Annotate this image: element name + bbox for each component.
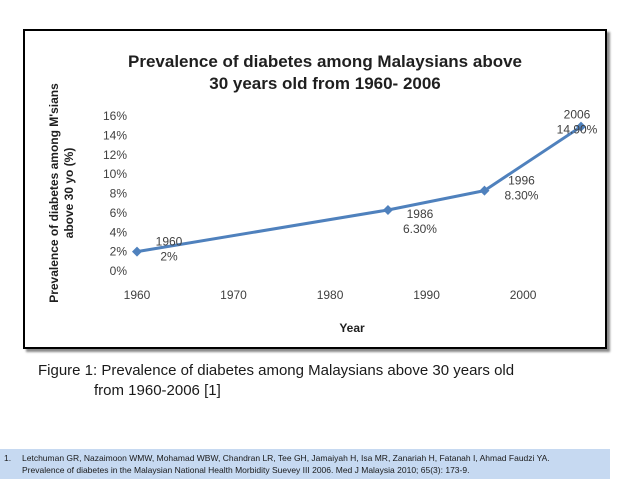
y-tick-label: 10% xyxy=(103,167,127,181)
chart-title-line: 30 years old from 1960- 2006 xyxy=(209,74,441,93)
data-series xyxy=(132,121,586,257)
reference-line-1: Letchuman GR, Nazaimoon WMW, Mohamad WBW… xyxy=(22,453,550,463)
caption-line-2: from 1960-2006 [1] xyxy=(94,382,221,399)
data-label-year: 1986 xyxy=(407,207,434,221)
data-label-value: 14.90% xyxy=(557,123,598,137)
line-chart: Prevalence of diabetes among Malaysians … xyxy=(47,52,598,335)
y-axis-title-line: Prevalence of diabetes among M'sians xyxy=(47,83,61,303)
x-axis-title: Year xyxy=(339,321,365,335)
x-tick-label: 1970 xyxy=(220,288,247,302)
chart-title-line: Prevalence of diabetes among Malaysians … xyxy=(128,52,522,71)
y-axis-ticks: 0% 2% 4% 6% 8% 10% 12% 14% 16% xyxy=(103,109,127,278)
data-label-value: 8.30% xyxy=(504,189,538,203)
data-label-value: 2% xyxy=(160,250,178,264)
data-label-year: 1996 xyxy=(508,174,535,188)
data-point-marker xyxy=(479,185,490,196)
figure-caption: Figure 1: Prevalence of diabetes among M… xyxy=(38,361,578,401)
data-point-marker xyxy=(132,246,142,257)
data-label-value: 6.30% xyxy=(403,222,437,236)
caption-line-1: Figure 1: Prevalence of diabetes among M… xyxy=(38,362,515,379)
x-tick-label: 2000 xyxy=(510,288,537,302)
y-tick-label: 6% xyxy=(110,206,128,220)
y-axis-title: Prevalence of diabetes among M'sians abov… xyxy=(47,83,76,303)
chart-title: Prevalence of diabetes among Malaysians … xyxy=(128,52,522,93)
x-tick-label: 1990 xyxy=(413,288,440,302)
y-tick-label: 2% xyxy=(110,245,128,259)
y-tick-label: 16% xyxy=(103,109,127,123)
data-point-marker xyxy=(576,121,586,132)
reference-number: 1. xyxy=(4,453,12,463)
y-tick-label: 0% xyxy=(110,264,128,278)
y-axis-title-line: above 30 yo (%) xyxy=(62,148,76,239)
x-axis-ticks: 1960 1970 1980 1990 2000 xyxy=(124,288,537,302)
y-tick-label: 12% xyxy=(103,148,127,162)
data-label-year: 2006 xyxy=(564,108,591,122)
y-tick-label: 14% xyxy=(103,128,127,142)
x-tick-label: 1980 xyxy=(317,288,344,302)
chart-frame: Prevalence of diabetes among Malaysians … xyxy=(23,29,607,349)
y-tick-label: 8% xyxy=(110,187,128,201)
data-label-year: 1960 xyxy=(156,235,183,249)
data-point-marker xyxy=(382,204,393,215)
y-tick-label: 4% xyxy=(110,225,128,239)
x-tick-label: 1960 xyxy=(124,288,151,302)
reference-footnote: 1. Letchuman GR, Nazaimoon WMW, Mohamad W… xyxy=(0,449,610,479)
reference-line-2: Prevalence of diabetes in the Malaysian … xyxy=(22,465,470,475)
series-line xyxy=(136,125,582,254)
